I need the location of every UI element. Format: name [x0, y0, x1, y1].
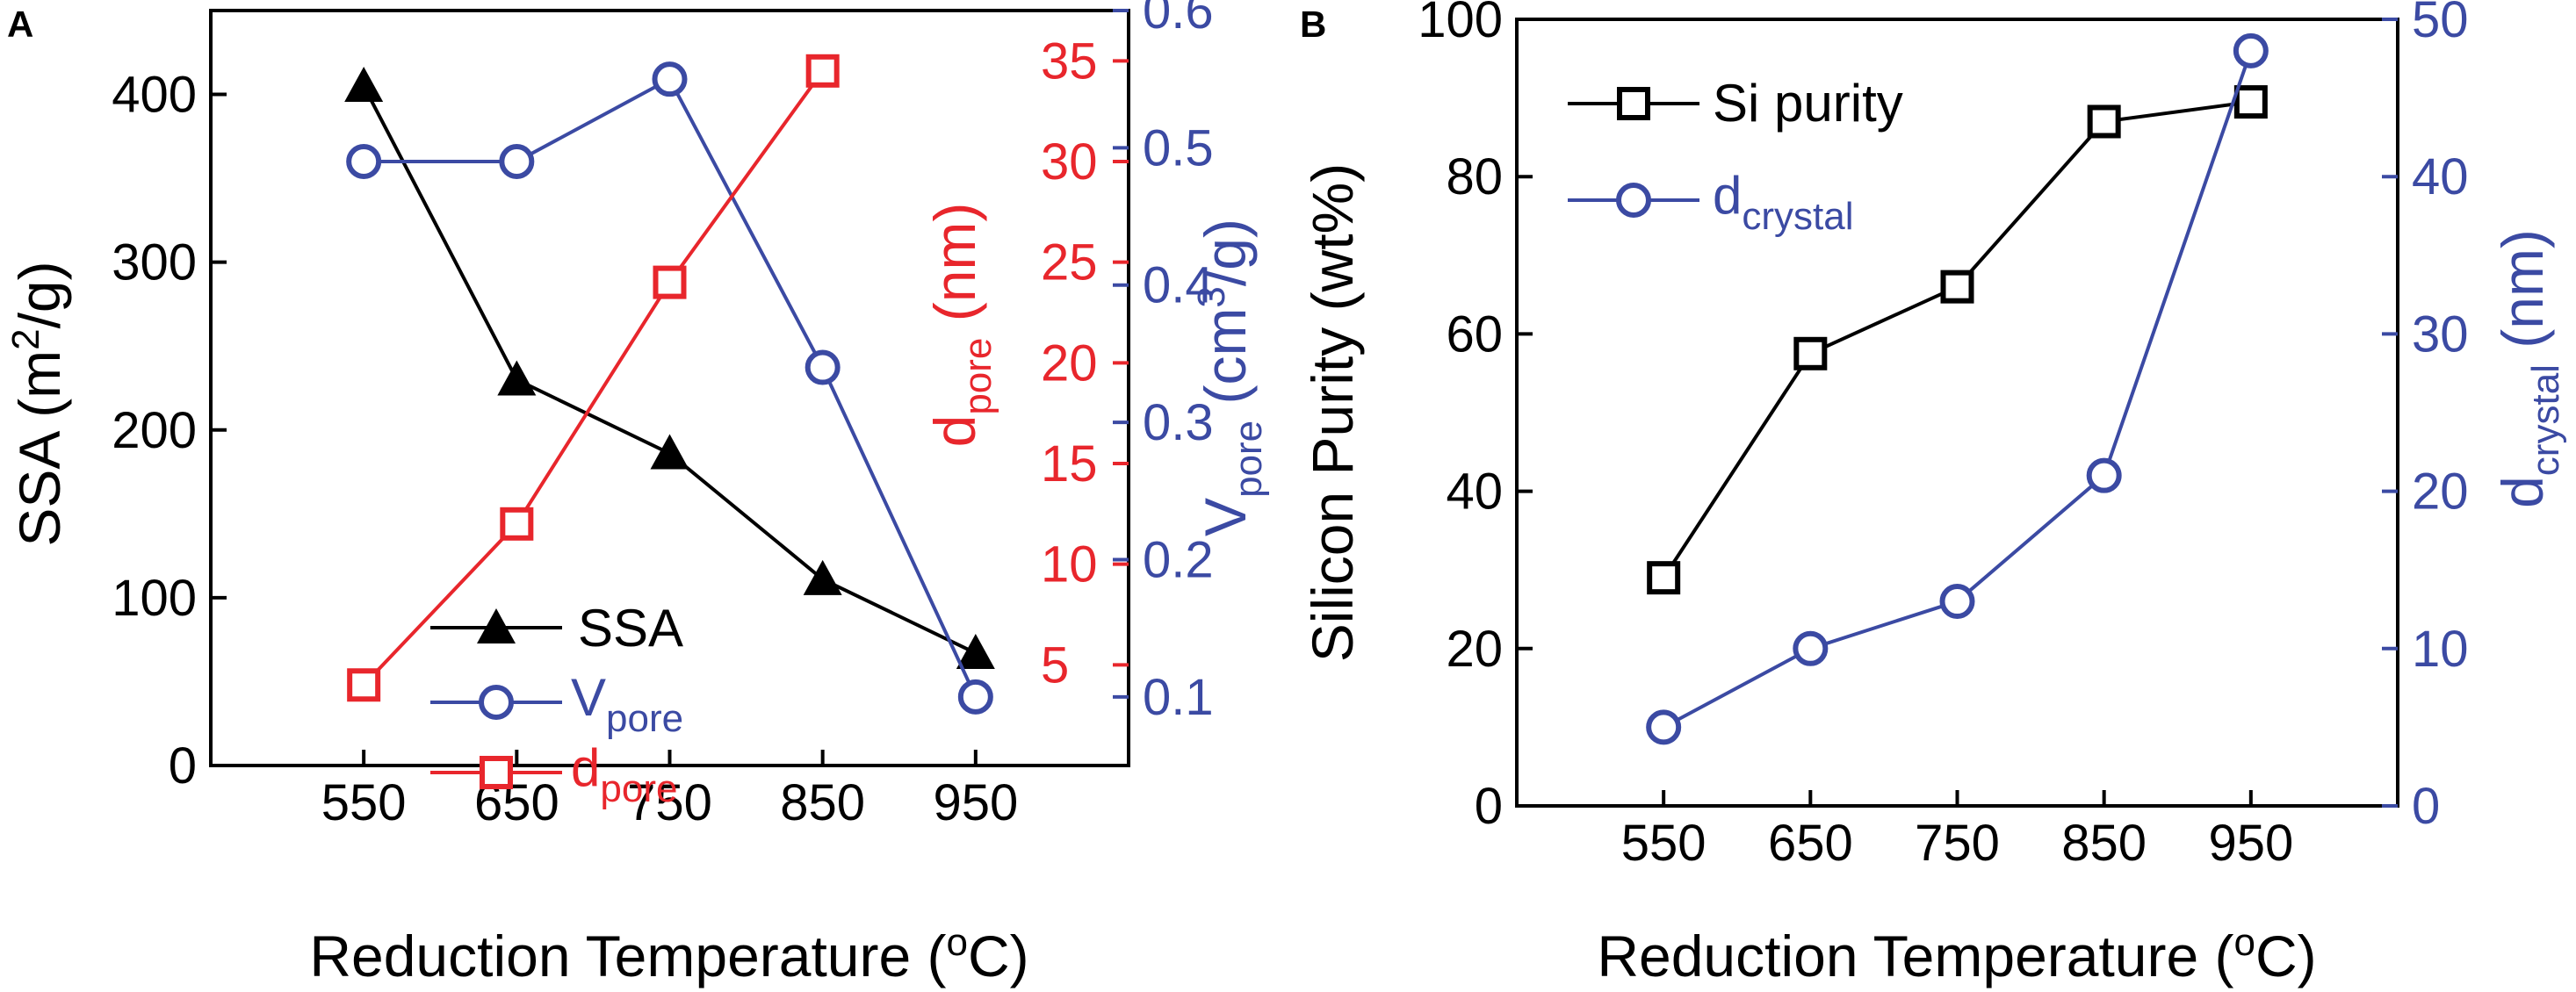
panel-a-series-d-pore-line: [362, 69, 825, 686]
legend-dcrystal-marker: [1616, 183, 1651, 218]
panel-b-xtick-label: 650: [1768, 815, 1853, 872]
panel-a-right1-tick-label: 25: [1041, 234, 1098, 291]
panel-a-right2-tick-label: 0.5: [1143, 119, 1214, 176]
legend-si-purity-marker: [1617, 87, 1650, 120]
panel-b-series-d-crystal-point: [1646, 709, 1682, 745]
panel-a-xtick-label: 750: [627, 774, 712, 831]
panel-b: B 550 650 750 850 950 0 20 40 60 80 100 0 10 20 30 40 50…: [1300, 0, 2567, 988]
panel-b-left-axis-title: Silicon Purity (wt%): [1300, 163, 1365, 662]
panel-a-series-ssa-point: [650, 434, 689, 470]
panel-b-series-d-crystal-point: [2086, 457, 2122, 493]
panel-a-left-tick-label: 400: [112, 67, 197, 124]
panel-a-left-tick-label: 0: [169, 737, 197, 794]
panel-a-series-ssa-point: [803, 559, 842, 595]
panel-a-series-v-pore-point: [652, 61, 688, 97]
panel-b-series-si-purity-point: [2233, 85, 2268, 119]
panel-b-xtick-label: 850: [2061, 815, 2147, 872]
panel-a-series-d-pore-point: [500, 507, 534, 541]
panel-b-xtick-label: 550: [1621, 815, 1707, 872]
panel-b-left-tick-label: 100: [1418, 0, 1503, 48]
panel-a-right2-tick-label: 0.3: [1143, 394, 1214, 451]
panel-b-series: [1646, 32, 2269, 745]
panel-a-right1-tick-label: 10: [1041, 536, 1098, 593]
panel-b-left-tick-label: 0: [1475, 778, 1503, 835]
panel-a-letter: A: [7, 4, 33, 45]
panel-b-xtick-label: 750: [1915, 815, 2000, 872]
panel-a-right2-tick-label: 0.1: [1143, 669, 1214, 726]
panel-a-series-d-pore-point: [653, 265, 687, 299]
panel-b-frame: [1515, 18, 2399, 808]
legend-vpore-label: Vpore: [571, 668, 683, 740]
panel-b-series-si-purity-point: [1940, 270, 1974, 304]
panel-a-series-ssa-point: [344, 67, 384, 102]
panel-a-series-v-pore-point: [346, 144, 382, 179]
panel-b-letter: B: [1300, 4, 1326, 45]
panel-a-right1-tick-label: 30: [1041, 133, 1098, 190]
legend-dpore-marker: [480, 756, 513, 789]
panel-a-dpore-axis-title: dpore (nm): [922, 203, 999, 448]
panel-a-series-d-pore-point: [805, 54, 840, 88]
panel-b-legend: Si purity dcrystal: [1568, 74, 1903, 238]
panel-b-series-si-purity-point: [1647, 561, 1681, 595]
panel-a-left-tick-label: 100: [112, 570, 197, 627]
legend-ssa-marker: [477, 608, 516, 643]
panel-b-right-tick-label: 0: [2412, 778, 2440, 835]
panel-a-right2-tick-label: 0.2: [1143, 531, 1214, 588]
panel-a-vpore-axis-title: Vpore (cm3/g): [1190, 219, 1270, 536]
panel-a-right2-tick-label: 0.4: [1143, 257, 1214, 314]
panel-b-ticks: 550 650 750 850 950 0 20 40 60 80 100 0 10 20 30 40 50: [1418, 0, 2468, 872]
panel-a-right1-tick-label: 20: [1041, 334, 1098, 392]
panel-b-left-tick-label: 20: [1446, 621, 1503, 678]
panel-b-series-d-crystal-line: [1663, 50, 2253, 730]
legend-dpore-label: dpore: [571, 738, 677, 810]
legend-vpore-marker: [479, 685, 514, 720]
panel-b-left-tick-label: 60: [1446, 306, 1503, 363]
panel-a-series-v-pore-point: [499, 144, 535, 179]
panel-a: A 550 650 750 850 95001002003004005101520253…: [4, 0, 1270, 988]
legend-si-purity-label: Si purity: [1713, 74, 1903, 133]
legend-ssa-label: SSA: [578, 599, 683, 658]
panel-a-left-axis-title: SSA (m2/g): [4, 261, 72, 546]
panel-b-series-si-purity-line: [1662, 100, 2252, 579]
panel-a-right1-tick-label: 15: [1041, 435, 1098, 492]
panel-b-right-axis-title: dcrystal (nm): [2490, 229, 2567, 508]
panel-a-ticks: 550 650 750 850 9500100200300400510152025303…: [112, 0, 1213, 831]
panel-b-left-tick-label: 40: [1446, 464, 1503, 521]
panel-a-series-ssa-point: [956, 633, 995, 669]
panel-b-series-d-crystal-point: [1939, 584, 1975, 620]
panel-a-series-v-pore-point: [957, 679, 993, 715]
panel-a-left-tick-label: 200: [112, 402, 197, 459]
panel-b-right-tick-label: 40: [2412, 148, 2469, 205]
panel-b-right-tick-label: 50: [2412, 0, 2469, 48]
panel-b-series-si-purity-point: [2087, 104, 2121, 139]
panel-a-series: [344, 54, 995, 715]
panel-a-x-axis-title: Reduction Temperature (oC): [309, 921, 1028, 988]
panel-a-left-tick-label: 300: [112, 234, 197, 291]
panel-a-series-d-pore-point: [347, 668, 381, 702]
panel-b-left-tick-label: 80: [1446, 148, 1503, 205]
panel-b-right-tick-label: 30: [2412, 306, 2469, 363]
panel-b-series-d-crystal-point: [1793, 630, 1829, 666]
panel-a-series-v-pore-point: [805, 349, 841, 385]
panel-a-legend: SSA Vpore dpore: [430, 599, 683, 810]
panel-a-xtick-label: 950: [933, 774, 1018, 831]
panel-b-right-tick-label: 10: [2412, 621, 2469, 678]
panel-b-xtick-label: 950: [2208, 815, 2293, 872]
panel-a-right2-tick-label: 0.6: [1143, 0, 1214, 40]
panel-b-right-tick-label: 20: [2412, 464, 2469, 521]
panel-b-series-d-crystal-point: [2233, 32, 2269, 68]
panel-a-right1-tick-label: 5: [1041, 636, 1069, 694]
panel-b-x-axis-title: Reduction Temperature (oC): [1597, 921, 2316, 988]
legend-dcrystal-label: dcrystal: [1713, 166, 1854, 238]
panel-a-series-ssa-point: [497, 360, 537, 396]
panel-a-series-ssa-line: [362, 85, 977, 655]
panel-a-xtick-label: 850: [780, 774, 865, 831]
panel-a-right1-tick-label: 35: [1041, 32, 1098, 90]
panel-b-series-si-purity-point: [1793, 336, 1828, 370]
panel-a-xtick-label: 550: [321, 774, 407, 831]
